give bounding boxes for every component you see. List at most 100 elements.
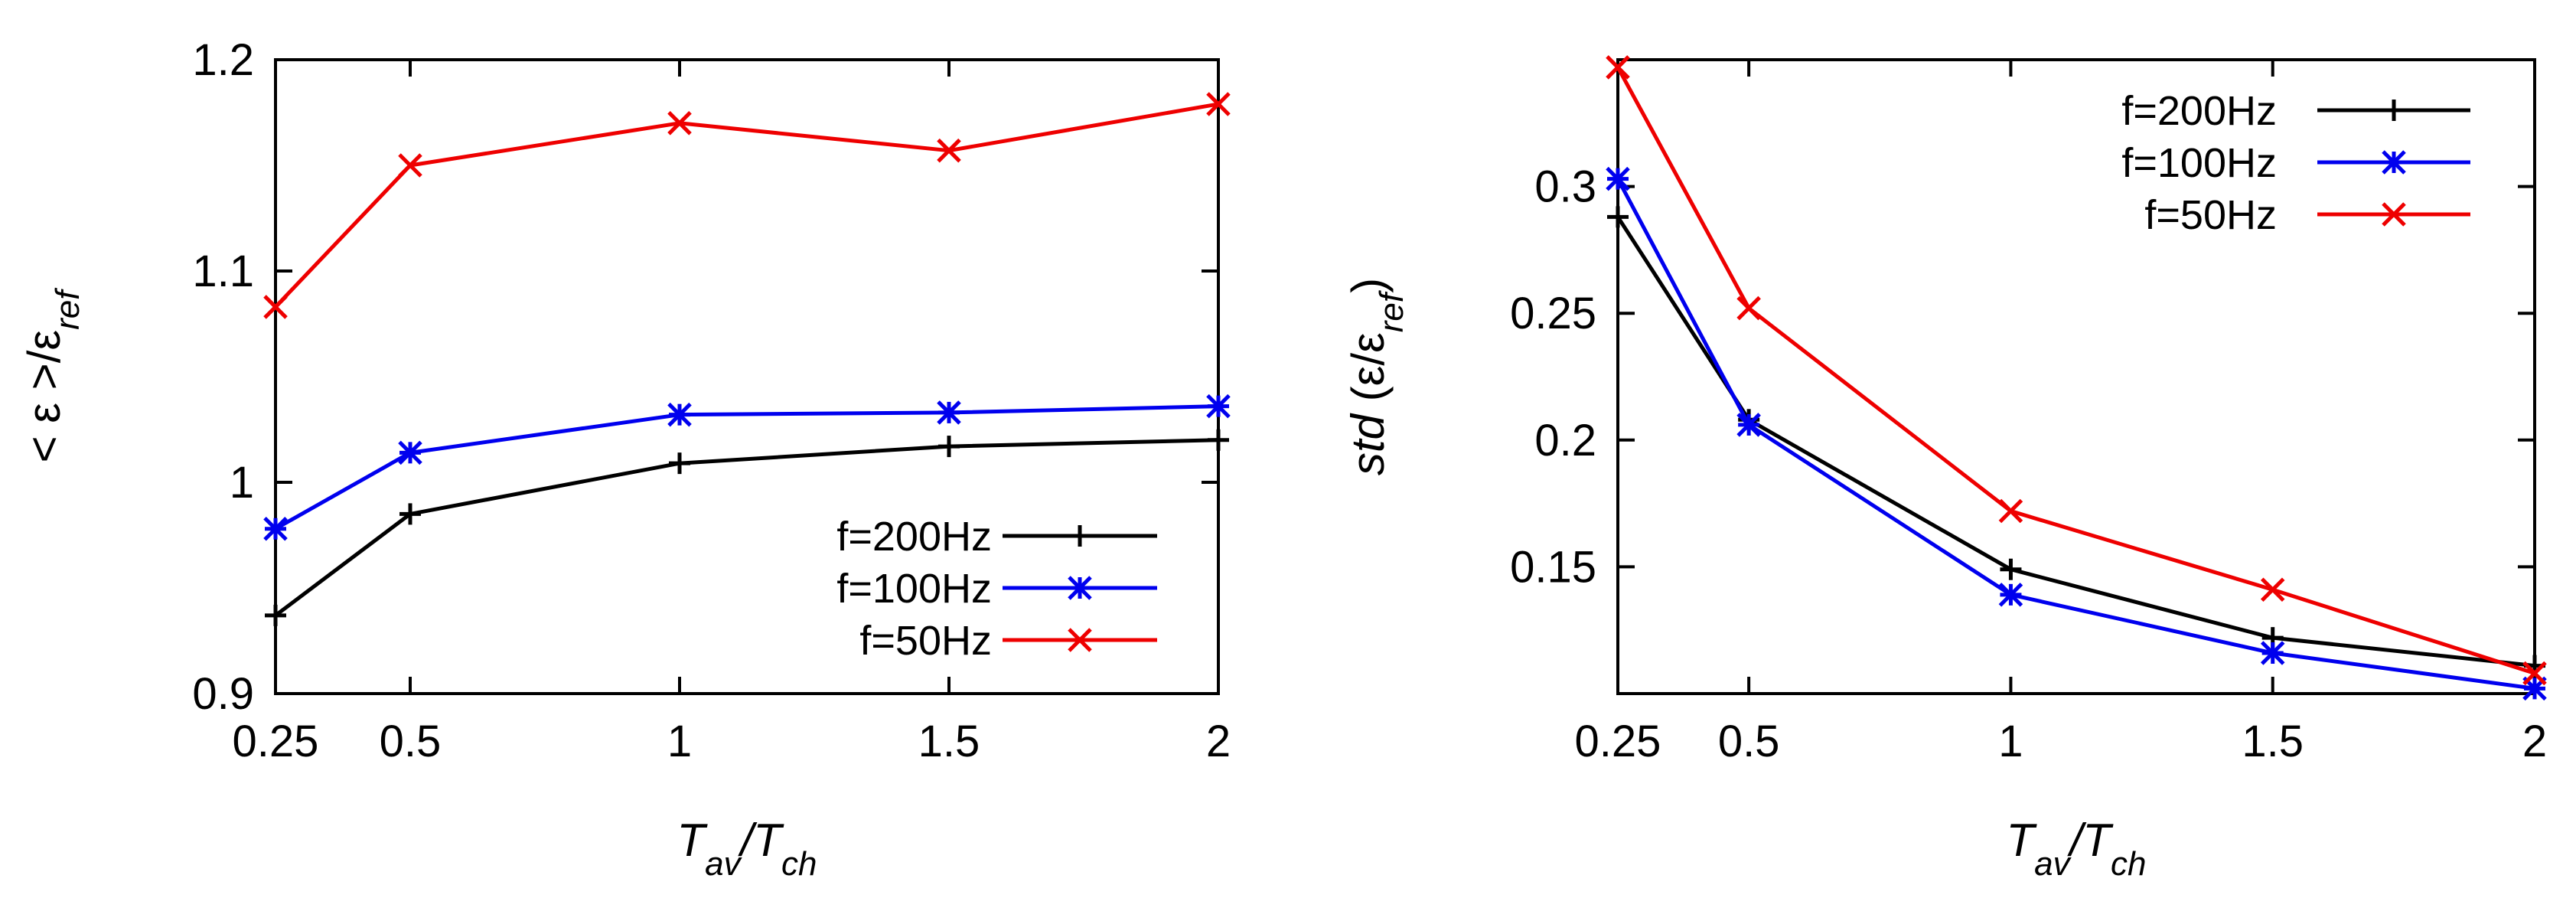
data-point-f=50Hz [937, 138, 961, 163]
y-tick-label: 0.3 [1534, 162, 1596, 212]
data-point-f=200Hz [265, 604, 286, 626]
x-tick-label: 0.25 [1575, 717, 1661, 766]
y-axis-title-part: std [1342, 413, 1394, 475]
series-line-f=50Hz [274, 102, 1219, 309]
data-point-f=200Hz [1607, 206, 1629, 228]
data-point-f=50Hz-stroke [1606, 55, 1630, 80]
series-line-f=100Hz [274, 404, 1219, 531]
y-axis-title-sub: ref [1373, 289, 1410, 332]
plot-frame [1616, 58, 2536, 695]
data-point-f=50Hz-stroke [937, 138, 961, 163]
legend-marker [2383, 100, 2405, 121]
y-axis-title: < ε >/εref [18, 287, 86, 463]
data-point-f=50Hz-stroke [398, 153, 422, 178]
data-point-f=100Hz-stroke [1606, 166, 1630, 191]
data-point-f=100Hz-stroke [937, 400, 961, 425]
y-axis-title-part: < ε >/ε [18, 330, 70, 463]
x-axis-title: Tav/Tch [677, 815, 817, 883]
y-tick-label: 1.1 [192, 247, 254, 296]
y-tick-label: 0.25 [1510, 289, 1596, 338]
data-point-f=100Hz [1736, 413, 1761, 437]
legend-label: f=50Hz [2144, 192, 2277, 238]
y-tick-label: 0.2 [1534, 416, 1596, 465]
legend-label: f=100Hz [2121, 140, 2277, 186]
data-point-f=50Hz [1736, 296, 1761, 321]
legend-marker-stroke [1068, 576, 1092, 600]
x-tick-label: 1 [667, 717, 692, 766]
data-point-f=100Hz [1998, 583, 2023, 607]
data-point-f=200Hz [399, 503, 421, 525]
data-point-f=100Hz [667, 402, 692, 427]
y-tick-label: 1.2 [192, 35, 254, 85]
data-point-f=50Hz [667, 111, 692, 136]
x-axis-title-part: T [2007, 815, 2038, 866]
data-point-f=200Hz [938, 436, 960, 458]
series-line-f=200Hz [1616, 215, 2535, 668]
data-point-f=200Hz [1208, 429, 1229, 451]
data-point-f=100Hz [2260, 641, 2285, 665]
x-axis-title-sub: av [2034, 845, 2072, 883]
data-point-f=50Hz-stroke [1736, 296, 1761, 321]
y-axis-title-sub: ref [49, 287, 86, 330]
x-axis-title-part: T [2082, 815, 2114, 866]
data-point-f=100Hz [398, 440, 422, 465]
legend-label: f=200Hz [2121, 88, 2277, 134]
data-point-f=50Hz [263, 295, 288, 319]
x-tick-label: 0.25 [233, 717, 319, 766]
legend-label: f=200Hz [836, 514, 992, 560]
x-axis-title: Tav/Tch [2007, 815, 2147, 883]
data-point-f=100Hz-stroke [1206, 393, 1231, 419]
x-axis-title-part: T [677, 815, 709, 866]
data-point-f=100Hz-stroke [263, 516, 288, 541]
y-axis-title-part: ) [1342, 278, 1394, 293]
x-axis-title-sub: ch [2111, 845, 2146, 883]
legend-label: f=100Hz [836, 566, 992, 612]
data-point-f=50Hz [2260, 577, 2285, 602]
legend: f=200Hz f=100Hz f=50Hz [2121, 88, 2470, 238]
legend: f=200Hz f=100Hz f=50Hz [836, 514, 1157, 664]
data-point-f=100Hz-stroke [1998, 583, 2023, 607]
data-point-f=100Hz-stroke [667, 402, 692, 427]
x-tick-label: 2 [2522, 717, 2547, 766]
data-point-f=100Hz [1206, 393, 1231, 419]
y-tick-label: 1 [230, 458, 254, 508]
y-axis-title: std (ε/εref) [1342, 278, 1410, 475]
legend-marker [1068, 576, 1092, 600]
x-axis-title-part: T [753, 815, 784, 866]
data-point-f=50Hz-stroke [667, 111, 692, 136]
data-point-f=50Hz-stroke [1998, 498, 2023, 524]
plot-frame [274, 58, 1220, 695]
chart-panel-2: 0.25 0.5 1 1.5 2 0.15 0.2 0.25 0.3 Tav/Tch std (ε/… [1342, 55, 2547, 883]
legend-marker [2382, 150, 2406, 175]
data-point-f=50Hz [1206, 92, 1231, 116]
legend-marker-stroke [1068, 628, 1092, 652]
x-tick-label: 0.5 [1718, 717, 1780, 766]
legend-label: f=50Hz [859, 618, 992, 664]
data-point-f=50Hz [1606, 55, 1630, 80]
x-tick-label: 1.5 [2242, 717, 2304, 766]
data-point-f=200Hz [2000, 558, 2022, 580]
data-point-f=100Hz [937, 400, 961, 425]
y-axis-title-part: (ε/ε [1342, 332, 1394, 414]
legend-marker [2382, 202, 2406, 227]
x-tick-label: 0.5 [380, 717, 442, 766]
data-point-f=100Hz-stroke [398, 440, 422, 465]
data-point-f=100Hz [1606, 166, 1630, 191]
data-point-f=50Hz [1998, 498, 2023, 524]
data-point-f=50Hz-stroke [2522, 661, 2547, 686]
legend-marker [1068, 628, 1092, 652]
data-point-f=100Hz [263, 516, 288, 541]
x-axis-title-sub: ch [781, 845, 817, 883]
legend-marker-stroke [2382, 202, 2406, 227]
legend-marker-stroke [2382, 150, 2406, 175]
data-point-f=100Hz-stroke [2260, 641, 2285, 665]
data-point-f=50Hz-stroke [263, 295, 288, 319]
data-point-f=100Hz-stroke [1736, 413, 1761, 437]
x-axis-title-sub: av [705, 845, 742, 883]
chart-panel-1: 0.25 0.5 1 1.5 2 0.9 1 1.1 1.2 Tav/Tch < ε >/εref f… [18, 35, 1231, 883]
data-point-f=50Hz [398, 153, 422, 178]
data-point-f=50Hz [2522, 661, 2547, 686]
y-tick-label: 0.15 [1510, 542, 1596, 592]
legend-marker [1069, 525, 1091, 547]
